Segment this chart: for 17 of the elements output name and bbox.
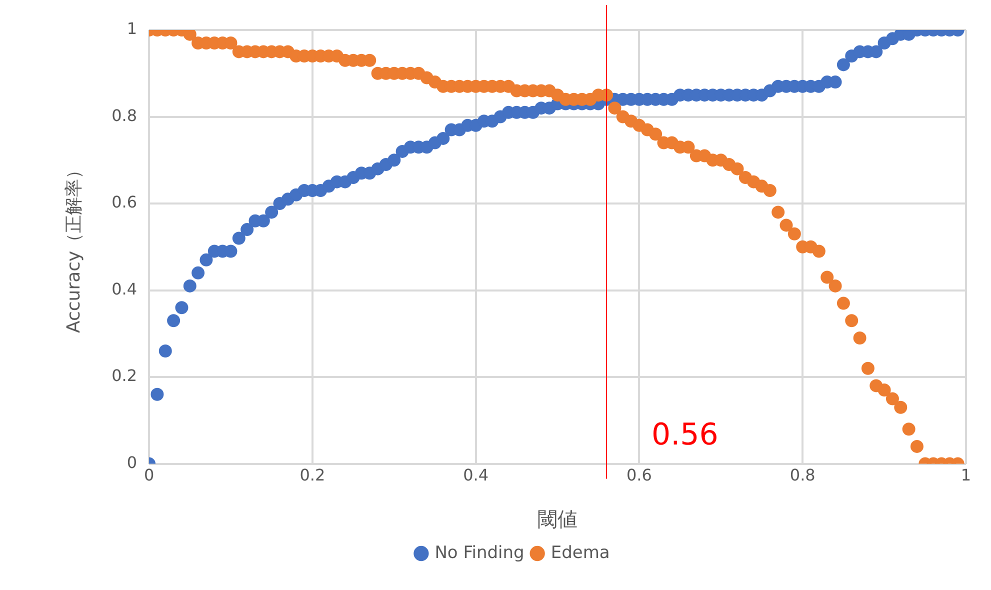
x-tick-label: 0 <box>144 466 154 485</box>
y-tick-label: 0.8 <box>112 106 138 125</box>
y-tick-label: 0 <box>126 452 138 472</box>
x-tick-label: 0.8 <box>790 466 816 485</box>
x-tick-label: 0.2 <box>300 466 326 485</box>
y-tick-label: 0.4 <box>112 279 138 298</box>
x-tick-label: 0.4 <box>463 466 489 485</box>
legend-label: No Finding <box>434 542 524 563</box>
ref-line-label: 0.56 <box>652 418 718 453</box>
x-tick-label: 0.6 <box>626 466 652 485</box>
y-axis-title: Accuracy（正解率） <box>63 160 84 333</box>
x-axis-title: 閾値 <box>538 507 578 532</box>
y-tick-label: 0.6 <box>112 192 138 212</box>
legend-label: Edema <box>550 542 610 563</box>
x-tick-label: 1 <box>960 466 972 485</box>
y-tick-label: 1 <box>126 19 138 38</box>
y-tick-label: 0.2 <box>112 366 138 386</box>
